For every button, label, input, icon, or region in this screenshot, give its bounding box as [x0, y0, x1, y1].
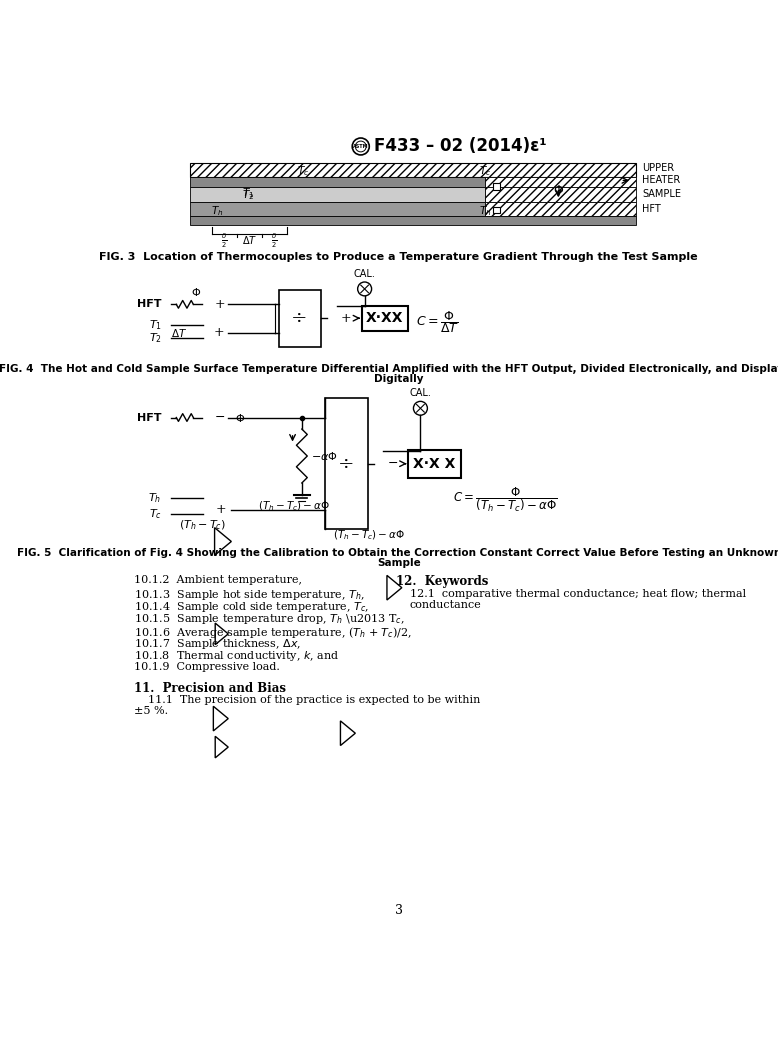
Bar — [191, 163, 636, 177]
Text: $T_1$: $T_1$ — [242, 186, 254, 200]
Text: +: + — [214, 326, 225, 339]
Text: $\frac{\delta}{2}$: $\frac{\delta}{2}$ — [271, 231, 277, 250]
Text: −: − — [387, 457, 398, 471]
Text: 11.  Precision and Bias: 11. Precision and Bias — [135, 682, 286, 694]
Bar — [279, 290, 321, 347]
Text: CAL.: CAL. — [354, 269, 376, 279]
Text: +: + — [216, 504, 226, 516]
Text: $T_c$: $T_c$ — [478, 164, 491, 178]
Text: $T_c$: $T_c$ — [149, 507, 162, 520]
Text: $\Phi$: $\Phi$ — [553, 184, 564, 197]
Text: $T_h$: $T_h$ — [211, 204, 223, 218]
Text: +: + — [341, 311, 352, 325]
Text: CAL.: CAL. — [409, 388, 431, 399]
Text: F433 – 02 (2014)ε¹: F433 – 02 (2014)ε¹ — [374, 137, 547, 155]
Text: 12.  Keywords: 12. Keywords — [396, 576, 488, 588]
Text: X·XX: X·XX — [366, 311, 404, 325]
Text: 10.1.8  Thermal conductivity, $k$, and: 10.1.8 Thermal conductivity, $k$, and — [135, 650, 340, 663]
Circle shape — [352, 138, 370, 155]
Text: $\frac{\delta}{2}$: $\frac{\delta}{2}$ — [221, 231, 227, 250]
Text: $C = \dfrac{\Phi}{\Delta T}$: $C = \dfrac{\Phi}{\Delta T}$ — [415, 309, 459, 335]
Text: FIG. 5  Clarification of Fig. 4 Showing the Calibration to Obtain the Correction: FIG. 5 Clarification of Fig. 4 Showing t… — [16, 549, 778, 558]
Text: $T_h$: $T_h$ — [478, 204, 491, 218]
Text: 10.1.5  Sample temperature drop, $T_h$ \u2013 T$_c$,: 10.1.5 Sample temperature drop, $T_h$ \u… — [135, 612, 405, 627]
Text: 10.1.9  Compressive load.: 10.1.9 Compressive load. — [135, 662, 280, 671]
Text: 3: 3 — [394, 904, 403, 917]
Text: ÷: ÷ — [291, 309, 308, 327]
Text: $T_1$: $T_1$ — [149, 319, 162, 332]
Text: $-\alpha \Phi$: $-\alpha \Phi$ — [311, 450, 338, 462]
Text: $(T_h - T_c) - \alpha \Phi$: $(T_h - T_c) - \alpha \Phi$ — [258, 500, 330, 513]
Text: 10.1.7  Sample thickness, $\Delta x$,: 10.1.7 Sample thickness, $\Delta x$, — [135, 637, 302, 651]
Text: $(T_h - T_c) - \alpha \Phi$: $(T_h - T_c) - \alpha \Phi$ — [333, 529, 405, 542]
Text: $\Phi$: $\Phi$ — [235, 411, 245, 424]
Text: conductance: conductance — [409, 600, 482, 610]
Text: 10.1.6  Average sample temperature, ($T_h$ + $T_c$)/2,: 10.1.6 Average sample temperature, ($T_h… — [135, 625, 412, 639]
Bar — [191, 186, 485, 202]
Text: 11.1  The precision of the practice is expected to be within: 11.1 The precision of the practice is ex… — [149, 695, 481, 706]
Text: UPPER
HEATER: UPPER HEATER — [642, 163, 680, 185]
Text: HFT: HFT — [137, 412, 162, 423]
Bar — [362, 306, 408, 330]
Text: 10.1.4  Sample cold side temperature, $T_c$,: 10.1.4 Sample cold side temperature, $T_… — [135, 600, 370, 614]
Bar — [485, 177, 636, 186]
Bar — [485, 202, 636, 215]
Bar — [191, 215, 636, 225]
Bar — [191, 202, 485, 215]
Text: Digitally: Digitally — [374, 374, 423, 384]
Text: ÷: ÷ — [338, 455, 354, 473]
Text: SAMPLE: SAMPLE — [642, 189, 681, 199]
Bar — [485, 186, 636, 202]
Text: 12.1  comparative thermal conductance; heat flow; thermal: 12.1 comparative thermal conductance; he… — [409, 589, 745, 600]
Text: $(T_h - T_c)$: $(T_h - T_c)$ — [179, 518, 226, 532]
Text: X·X X: X·X X — [413, 457, 456, 471]
Text: ±5 %.: ±5 %. — [135, 706, 169, 716]
Bar — [492, 206, 500, 212]
Text: $C = \dfrac{\Phi}{(T_h - T_c) - \alpha \Phi}$: $C = \dfrac{\Phi}{(T_h - T_c) - \alpha \… — [453, 485, 557, 514]
Text: FIG. 3  Location of Thermocouples to Produce a Temperature Gradient Through the : FIG. 3 Location of Thermocouples to Prod… — [100, 252, 698, 262]
Text: 10.1.2  Ambient temperature,: 10.1.2 Ambient temperature, — [135, 576, 303, 585]
Text: $T_2$: $T_2$ — [242, 188, 254, 202]
Bar — [408, 450, 461, 478]
Text: FIG. 4  The Hot and Cold Sample Surface Temperature Differential Amplified with : FIG. 4 The Hot and Cold Sample Surface T… — [0, 363, 778, 374]
Text: HFT: HFT — [137, 300, 162, 309]
Text: HFT: HFT — [642, 204, 661, 213]
Text: $\Delta T$: $\Delta T$ — [241, 234, 257, 247]
Bar — [325, 399, 368, 529]
Text: $T_2$: $T_2$ — [149, 331, 162, 346]
Text: Sample: Sample — [377, 558, 421, 568]
Text: −: − — [216, 411, 226, 424]
Text: 10.1.3  Sample hot side temperature, $T_h$,: 10.1.3 Sample hot side temperature, $T_h… — [135, 588, 365, 602]
Text: $T_h$: $T_h$ — [149, 491, 162, 505]
Text: +: + — [215, 298, 226, 311]
Bar — [492, 183, 500, 189]
Text: $\Phi$: $\Phi$ — [191, 286, 201, 298]
Text: $T_c$: $T_c$ — [296, 164, 309, 178]
Text: ASTM: ASTM — [353, 144, 369, 149]
Text: $\Delta T$: $\Delta T$ — [170, 327, 187, 338]
Bar — [191, 177, 485, 186]
